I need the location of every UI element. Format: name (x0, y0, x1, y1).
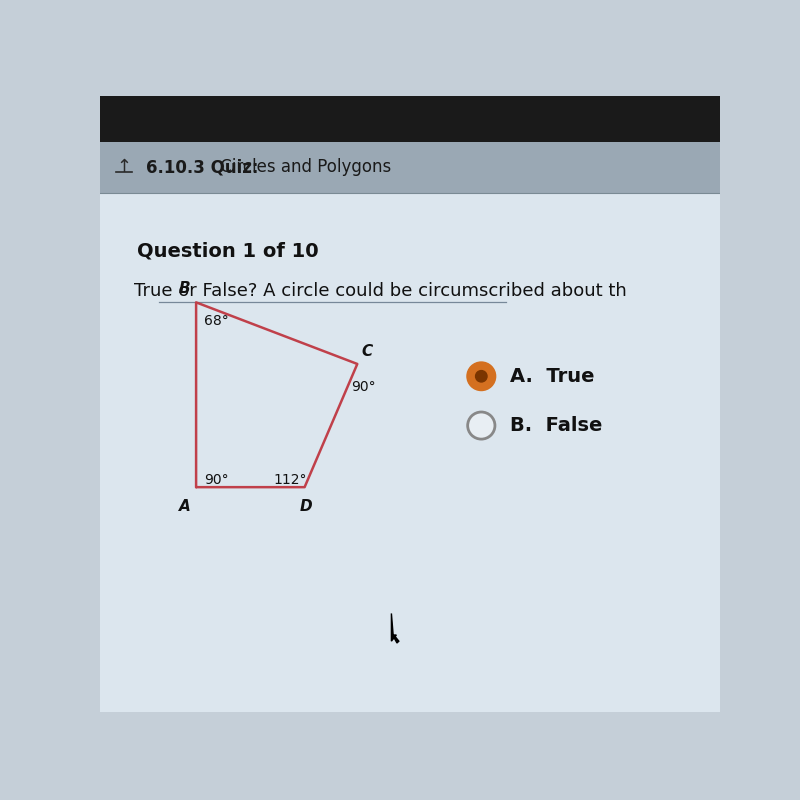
Circle shape (468, 362, 495, 390)
Circle shape (475, 370, 487, 382)
FancyBboxPatch shape (100, 142, 720, 193)
Text: B: B (179, 282, 190, 296)
Circle shape (468, 412, 495, 439)
Text: C: C (362, 344, 373, 359)
Text: 90°: 90° (204, 473, 229, 486)
FancyBboxPatch shape (100, 96, 720, 142)
Text: A: A (179, 499, 191, 514)
Text: 6.10.3 Quiz:: 6.10.3 Quiz: (146, 158, 259, 177)
Polygon shape (391, 614, 399, 643)
Text: True or False? A circle could be circumscribed about th: True or False? A circle could be circums… (134, 282, 627, 300)
Text: 112°: 112° (274, 473, 307, 486)
Text: A.  True: A. True (510, 366, 595, 386)
FancyBboxPatch shape (100, 193, 720, 712)
Text: 68°: 68° (204, 314, 229, 328)
Text: Question 1 of 10: Question 1 of 10 (138, 242, 319, 261)
Text: ↑: ↑ (116, 158, 131, 177)
Text: D: D (300, 499, 313, 514)
Text: B.  False: B. False (510, 416, 603, 435)
Text: Circles and Polygons: Circles and Polygons (214, 158, 391, 177)
Text: 90°: 90° (351, 380, 376, 394)
